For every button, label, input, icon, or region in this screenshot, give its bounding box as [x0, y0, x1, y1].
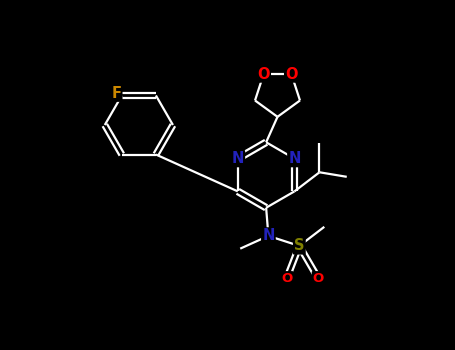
Text: O: O: [285, 66, 298, 82]
Text: N: N: [232, 151, 244, 166]
Text: F: F: [111, 86, 121, 101]
Text: O: O: [281, 272, 292, 285]
Text: S: S: [294, 238, 304, 253]
Text: N: N: [288, 151, 301, 166]
Text: N: N: [262, 229, 275, 243]
Text: O: O: [258, 66, 270, 82]
Text: O: O: [313, 272, 324, 285]
